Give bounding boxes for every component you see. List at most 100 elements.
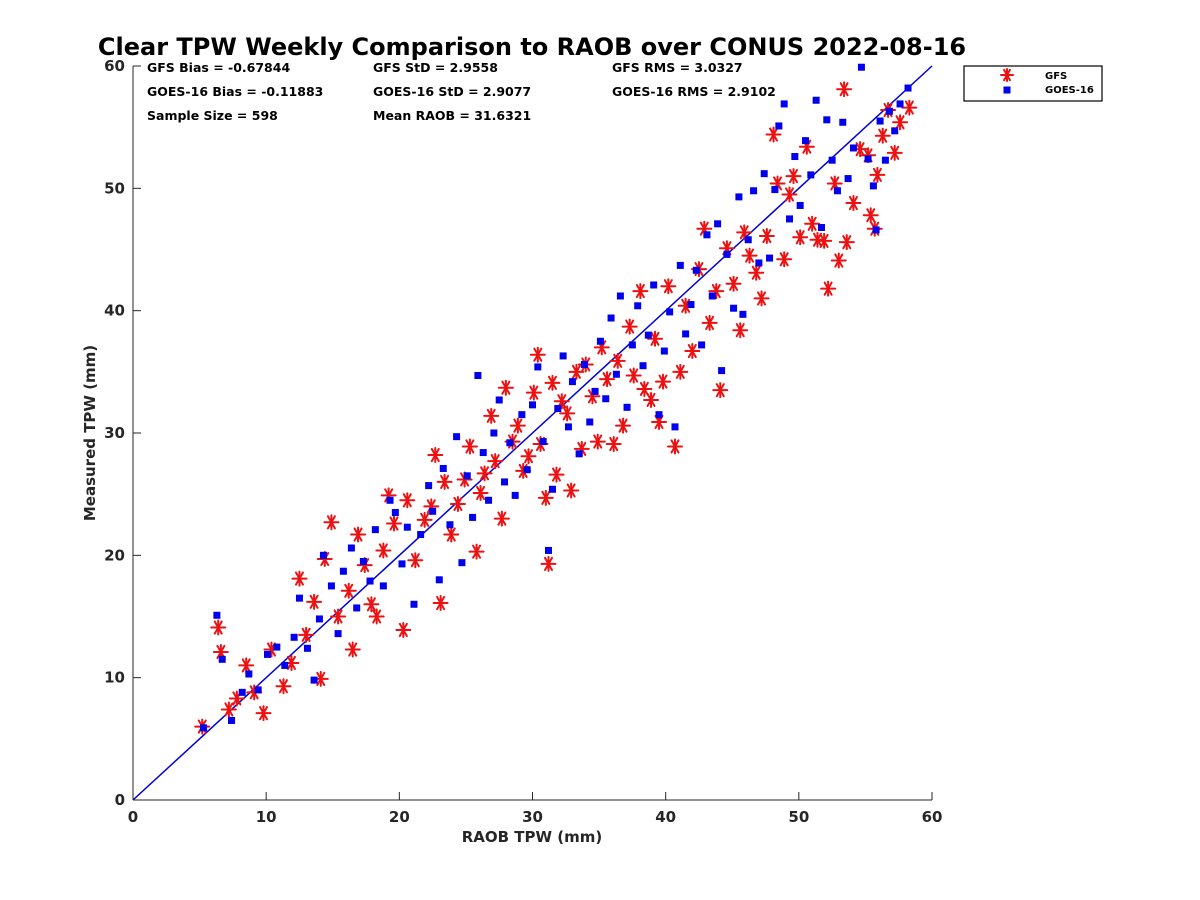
goes16-point	[554, 405, 562, 413]
gfs-point	[468, 543, 485, 560]
goes16-point	[334, 630, 342, 638]
x-tick-label: 60	[922, 808, 943, 826]
goes16-point	[238, 688, 246, 696]
goes16-point	[506, 439, 514, 447]
goes16-point	[718, 367, 726, 375]
goes16-point	[839, 118, 847, 126]
gfs-point	[368, 608, 385, 625]
gfs-point	[427, 447, 444, 464]
gfs-point	[520, 448, 537, 465]
goes16-point	[439, 464, 447, 472]
goes16-point	[310, 676, 318, 684]
x-tick-label: 20	[389, 808, 410, 826]
gfs-point	[677, 297, 694, 314]
goes16-point	[885, 107, 893, 115]
goes16-point	[735, 193, 743, 201]
gfs-point	[443, 526, 460, 543]
goes16-point	[263, 650, 271, 658]
gfs-point	[238, 657, 255, 674]
gfs-point	[672, 363, 689, 380]
goes16-point	[714, 220, 722, 228]
gfs-point	[874, 127, 891, 144]
stat-gfs-rms: GFS RMS = 3.0327	[612, 60, 743, 75]
goes16-point	[708, 292, 716, 300]
legend-box	[963, 65, 1103, 102]
goes16-point	[398, 560, 406, 568]
goes16-point	[453, 433, 461, 441]
goes16-point	[523, 466, 531, 474]
gfs-point	[509, 417, 526, 434]
gfs-point	[493, 510, 510, 527]
legend-gfs-asterisk	[1000, 68, 1014, 82]
gfs-point	[399, 492, 416, 509]
gfs-point	[636, 380, 653, 397]
gfs-point	[395, 621, 412, 638]
goes16-point	[872, 226, 880, 234]
plot-area: 0 10 20 30 40 50 60 0 10 20 30 40 50 60	[104, 57, 942, 826]
stat-goes16-rms: GOES-16 RMS = 2.9102	[612, 84, 776, 99]
goes16-point	[281, 661, 289, 669]
gfs-point	[312, 670, 329, 687]
gfs-point	[363, 596, 380, 613]
goes16-point	[796, 201, 804, 209]
goes16-point	[869, 182, 877, 190]
goes16-point	[750, 187, 758, 195]
gfs-point	[615, 417, 632, 434]
gfs-point	[350, 526, 367, 543]
goes16-point	[650, 281, 658, 289]
gfs-point	[291, 570, 308, 587]
gfs-point	[275, 678, 292, 695]
goes16-point	[327, 582, 335, 590]
goes16-point	[801, 137, 809, 145]
goes16-point	[812, 96, 820, 104]
stat-gfs-std: GFS StD = 2.9558	[373, 60, 498, 75]
gfs-series	[194, 81, 918, 735]
gfs-point	[483, 407, 500, 424]
legend: GFS GOES-16	[963, 65, 1103, 102]
goes16-point	[676, 261, 684, 269]
goes16-point	[864, 155, 872, 163]
goes16-point	[417, 531, 425, 539]
gfs-point	[548, 466, 565, 483]
goes16-point	[315, 615, 323, 623]
gfs-point	[323, 514, 340, 531]
goes16-point	[692, 266, 700, 274]
goes16-point	[881, 156, 889, 164]
goes16-point	[616, 292, 624, 300]
goes16-point	[469, 513, 477, 521]
gfs-point	[765, 126, 782, 143]
goes16-point	[200, 724, 208, 732]
gfs-point	[330, 608, 347, 625]
goes16-point	[539, 438, 547, 446]
gfs-point	[625, 367, 642, 384]
stats-block: GFS Bias = -0.67844 GFS StD = 2.9558 GFS…	[147, 60, 776, 123]
goes16-point	[518, 411, 526, 419]
goes16-point	[891, 127, 899, 135]
goes16-point	[586, 418, 594, 426]
y-tick-label: 40	[104, 302, 125, 320]
gfs-point	[563, 482, 580, 499]
x-tick-label: 0	[128, 808, 138, 826]
goes16-point	[904, 84, 912, 92]
gfs-point	[525, 384, 542, 401]
goes16-point	[474, 372, 482, 380]
gfs-point	[476, 465, 493, 482]
goes16-point	[660, 347, 668, 355]
gfs-point	[869, 166, 886, 183]
goes16-point	[896, 100, 904, 108]
goes16-point	[771, 186, 779, 194]
goes16-point	[723, 250, 731, 258]
ticks-layer: 0 10 20 30 40 50 60 0 10 20 30 40 50 60	[104, 57, 942, 826]
goes16-point	[687, 301, 695, 309]
goes16-point	[775, 122, 783, 130]
gfs-point	[776, 251, 793, 268]
x-tick-label: 50	[788, 808, 809, 826]
gfs-point	[416, 511, 433, 528]
gfs-point	[781, 186, 798, 203]
gfs-point	[306, 593, 323, 610]
goes16-point	[403, 523, 411, 531]
gfs-point	[725, 275, 742, 292]
gfs-point	[816, 232, 833, 249]
gfs-point	[487, 453, 504, 470]
gfs-point	[655, 373, 672, 390]
